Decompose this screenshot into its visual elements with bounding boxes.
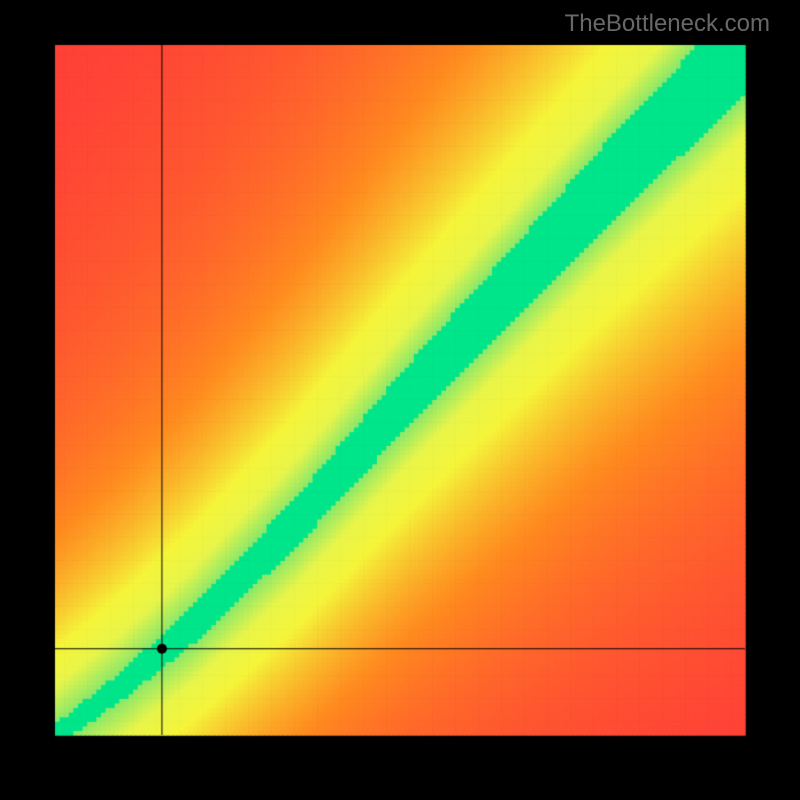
bottleneck-heatmap-canvas [0,0,800,800]
watermark-label: TheBottleneck.com [565,10,770,38]
chart-container: TheBottleneck.com [0,0,800,800]
